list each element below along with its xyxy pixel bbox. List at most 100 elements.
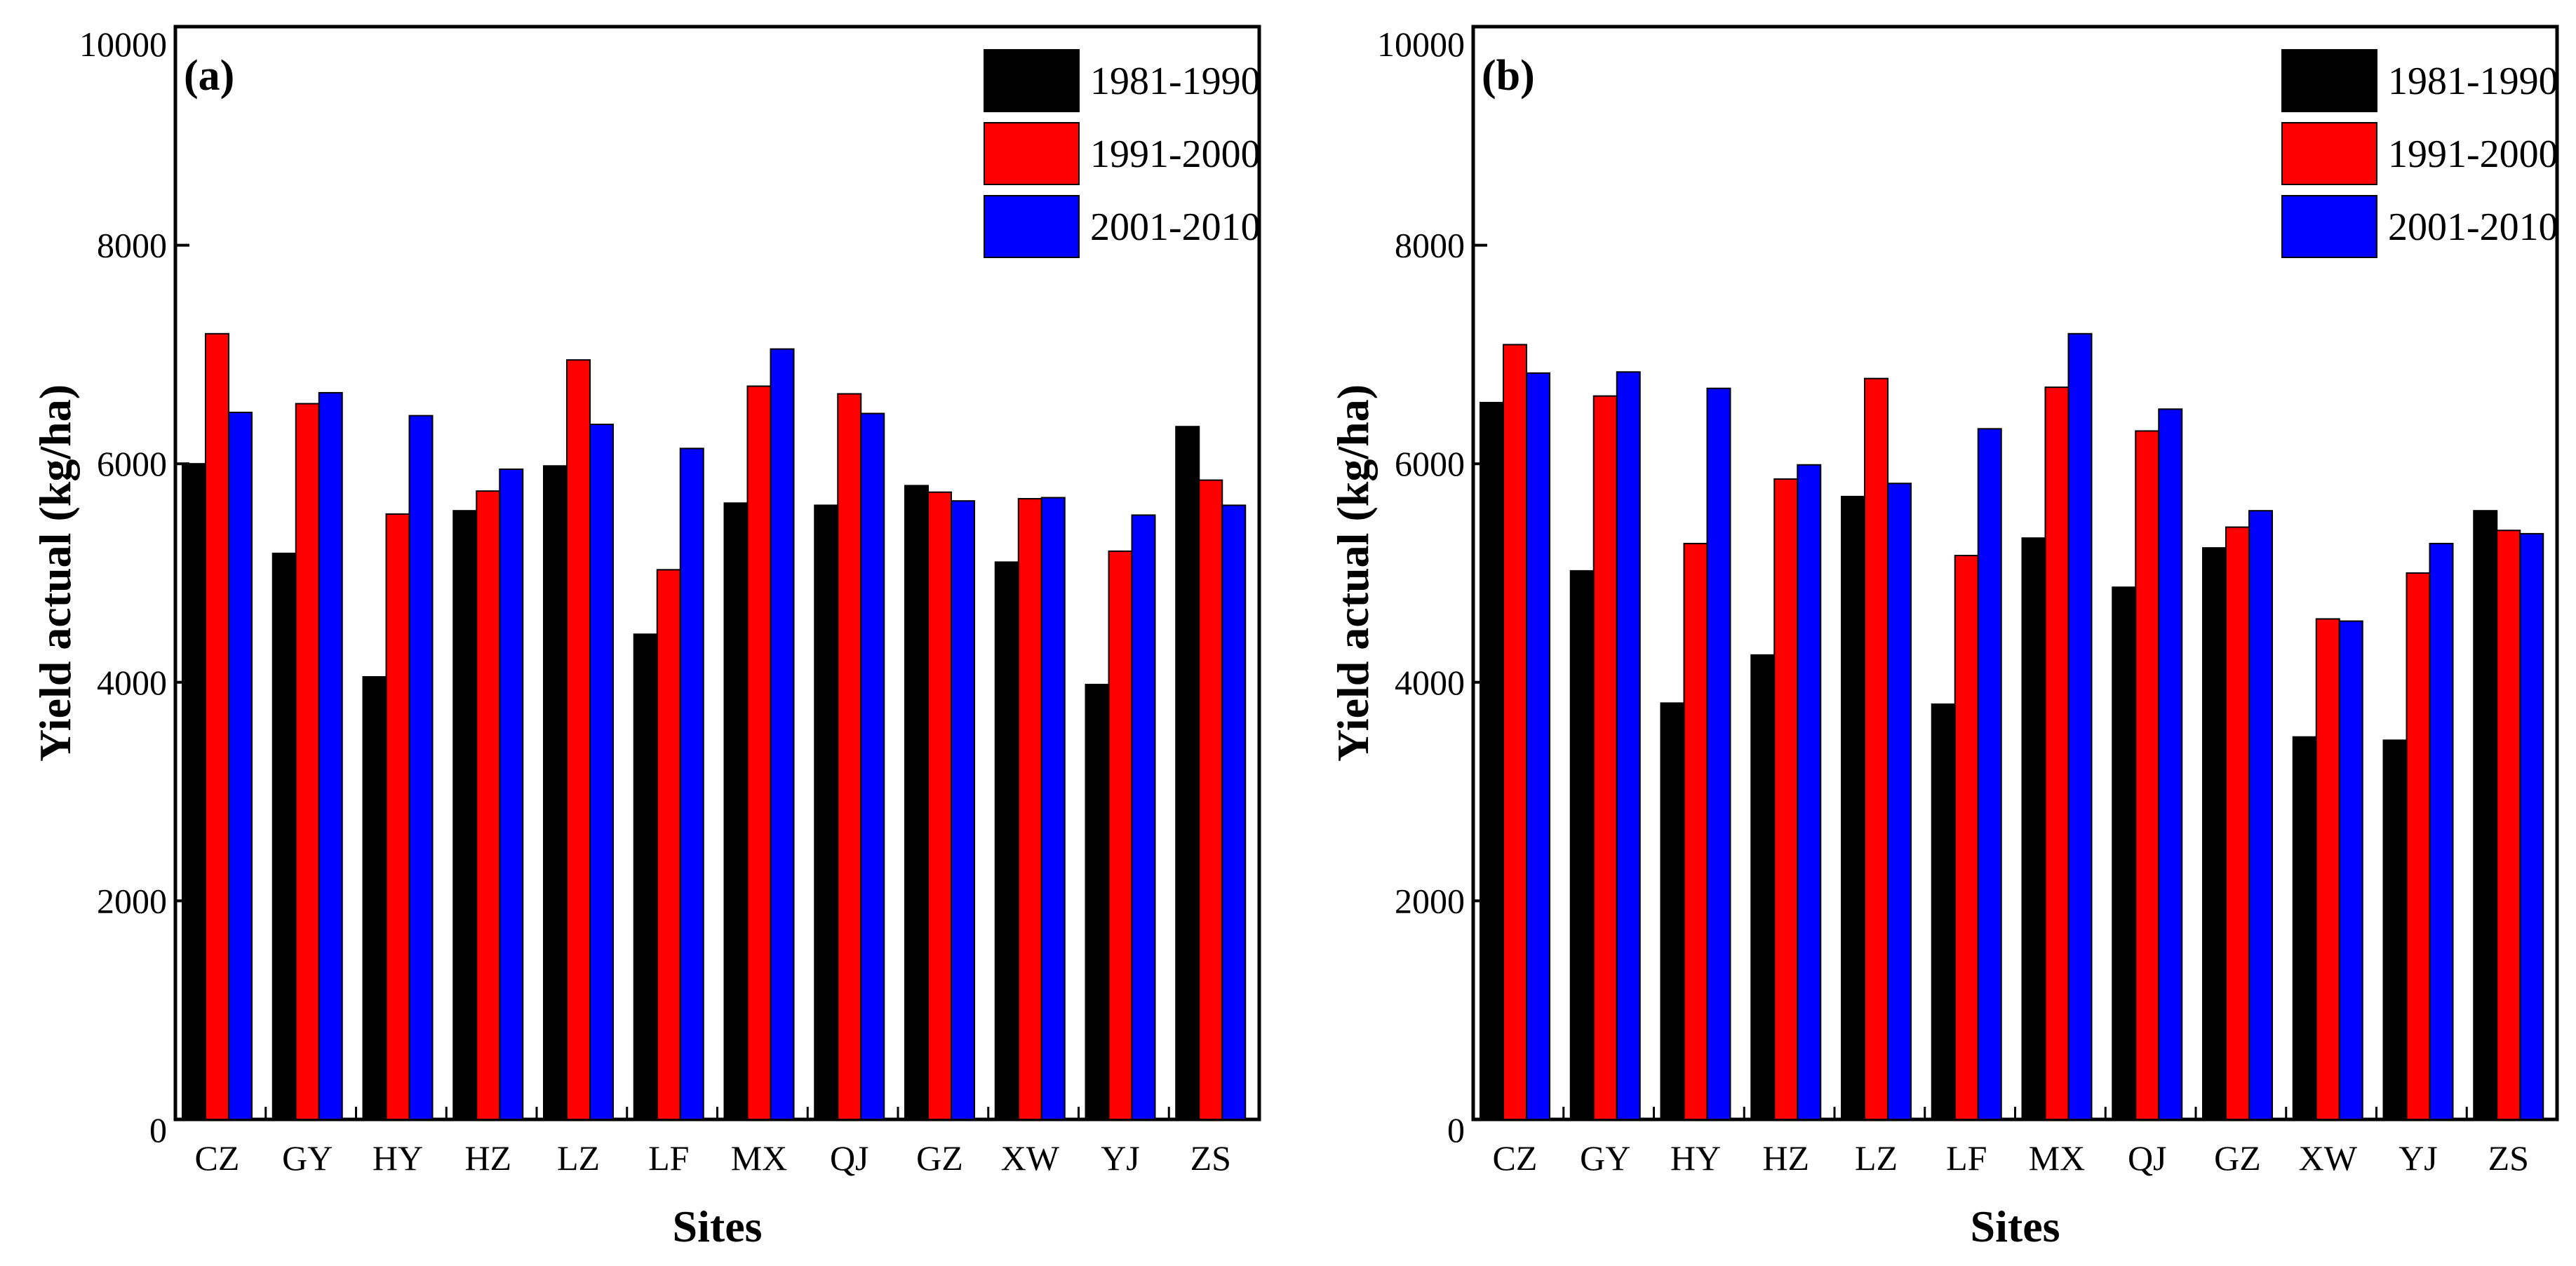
bar-mx-1991-2000 — [746, 385, 772, 1120]
bar-lf-1981-1990 — [633, 633, 658, 1120]
x-tick-label: XW — [1001, 1138, 1060, 1178]
bar-gz-1991-2000 — [927, 491, 952, 1120]
y-axis-title: Yield actual (kg/ha) — [30, 384, 80, 762]
y-tick-label: 2000 — [97, 881, 167, 920]
x-axis-title: Sites — [673, 1201, 763, 1251]
bar-qj-2001-2010 — [2158, 408, 2183, 1120]
bar-lf-1981-1990 — [1931, 703, 1956, 1120]
y-tick-label: 10000 — [79, 25, 167, 64]
bar-gy-1991-2000 — [1592, 395, 1618, 1120]
bar-cz-1981-1990 — [1480, 401, 1504, 1120]
bar-hy-2001-2010 — [1706, 387, 1731, 1120]
bar-lf-2001-2010 — [679, 447, 704, 1120]
bar-cz-2001-2010 — [1526, 372, 1550, 1120]
x-tick-label: ZS — [1190, 1138, 1231, 1178]
x-tick-label: LF — [648, 1138, 689, 1178]
y-tick-label: 8000 — [1395, 226, 1465, 265]
bar-qj-1991-2000 — [837, 393, 862, 1120]
bar-yj-1991-2000 — [2406, 572, 2431, 1120]
bar-lz-2001-2010 — [1887, 483, 1912, 1120]
bar-gz-1981-1990 — [2202, 547, 2227, 1120]
legend-label: 1981-1990 — [2388, 60, 2558, 103]
bar-yj-1991-2000 — [1108, 550, 1133, 1120]
legend-swatch — [2281, 122, 2377, 185]
bar-hy-1991-2000 — [385, 513, 410, 1120]
bar-yj-1981-1990 — [1085, 683, 1110, 1120]
legend-swatch — [984, 49, 1080, 112]
legend-label: 2001-2010 — [1090, 206, 1261, 249]
legend-swatch — [984, 195, 1080, 258]
bar-gz-2001-2010 — [951, 500, 975, 1120]
bar-lz-1981-1990 — [1841, 495, 1865, 1120]
x-tick-label: QJ — [2128, 1138, 2167, 1178]
bar-cz-1981-1990 — [182, 463, 206, 1120]
y-tick-label: 4000 — [97, 663, 167, 702]
bar-qj-1981-1990 — [2112, 586, 2137, 1120]
bar-xw-1991-2000 — [1017, 498, 1042, 1120]
bar-mx-1981-1990 — [2021, 537, 2046, 1120]
bar-zs-1991-2000 — [1198, 479, 1223, 1120]
bar-gy-1981-1990 — [1569, 570, 1595, 1120]
bar-xw-2001-2010 — [1040, 497, 1066, 1120]
bar-zs-1991-2000 — [2496, 530, 2521, 1120]
panel-label: (b) — [1482, 52, 1535, 100]
bar-lz-1991-2000 — [566, 359, 591, 1121]
bar-yj-2001-2010 — [2429, 542, 2454, 1120]
bar-qj-1991-2000 — [2135, 430, 2160, 1120]
x-tick-label: CZ — [195, 1138, 240, 1178]
x-tick-label: YJ — [2399, 1138, 2438, 1178]
bar-yj-2001-2010 — [1131, 514, 1156, 1120]
y-tick-label: 0 — [149, 1110, 167, 1150]
bar-qj-2001-2010 — [860, 412, 885, 1120]
bar-mx-1991-2000 — [2044, 386, 2069, 1120]
chart-panel-a: 0 2000 4000 6000 8000 10000 CZ GY HY HZ LZ LF MX QJ GZ… — [30, 25, 1261, 1251]
bar-cz-2001-2010 — [228, 411, 253, 1120]
bar-gy-1991-2000 — [295, 403, 320, 1120]
bar-mx-1981-1990 — [723, 502, 749, 1120]
bar-zs-2001-2010 — [2519, 532, 2544, 1120]
bar-zs-1981-1990 — [1175, 426, 1200, 1120]
bar-cz-1991-2000 — [205, 332, 229, 1121]
legend: 1981-1990 1991-2000 2001-2010 — [984, 49, 1261, 258]
x-tick-label: GY — [282, 1138, 333, 1178]
bar-yj-1981-1990 — [2382, 739, 2408, 1120]
bar-qj-1981-1990 — [814, 504, 839, 1120]
x-tick-label: LZ — [557, 1138, 600, 1178]
legend-label: 2001-2010 — [2388, 206, 2558, 249]
bar-zs-2001-2010 — [1221, 504, 1247, 1120]
bar-xw-1981-1990 — [2292, 736, 2317, 1120]
bar-lf-1991-2000 — [1954, 555, 1979, 1120]
bar-hz-2001-2010 — [1797, 464, 1822, 1120]
bar-gy-2001-2010 — [318, 391, 343, 1120]
legend-label: 1991-2000 — [1090, 133, 1261, 176]
panel-label: (a) — [184, 52, 234, 100]
bar-gz-2001-2010 — [2248, 510, 2273, 1120]
x-tick-label: LZ — [1855, 1138, 1898, 1178]
y-tick-label: 2000 — [1395, 881, 1465, 920]
x-tick-label: HZ — [464, 1138, 511, 1178]
bar-gz-1991-2000 — [2225, 526, 2250, 1120]
legend-label: 1991-2000 — [2388, 133, 2558, 176]
bar-lf-2001-2010 — [1977, 428, 2002, 1120]
y-tick-label: 6000 — [1395, 444, 1465, 483]
legend-swatch — [984, 122, 1080, 185]
x-tick-label: HY — [1670, 1138, 1721, 1178]
x-tick-label: CZ — [1493, 1138, 1538, 1178]
bar-mx-2001-2010 — [2067, 332, 2093, 1121]
bar-lz-2001-2010 — [589, 424, 614, 1120]
bar-hz-1981-1990 — [1750, 654, 1776, 1120]
x-tick-label: GZ — [916, 1138, 963, 1178]
y-tick-label: 8000 — [97, 226, 167, 265]
bar-xw-1981-1990 — [994, 561, 1019, 1120]
bar-gz-1981-1990 — [904, 485, 929, 1120]
x-tick-label: HY — [373, 1138, 423, 1178]
bar-hz-1991-2000 — [1773, 478, 1799, 1120]
x-axis-title: Sites — [1971, 1201, 2060, 1251]
x-tick-label: ZS — [2488, 1138, 2529, 1178]
bar-zs-1981-1990 — [2473, 510, 2498, 1120]
y-axis-title: Yield actual (kg/ha) — [1328, 384, 1378, 762]
bar-lz-1981-1990 — [543, 465, 568, 1120]
x-tick-label: XW — [2299, 1138, 2358, 1178]
bar-gy-1981-1990 — [271, 552, 297, 1120]
